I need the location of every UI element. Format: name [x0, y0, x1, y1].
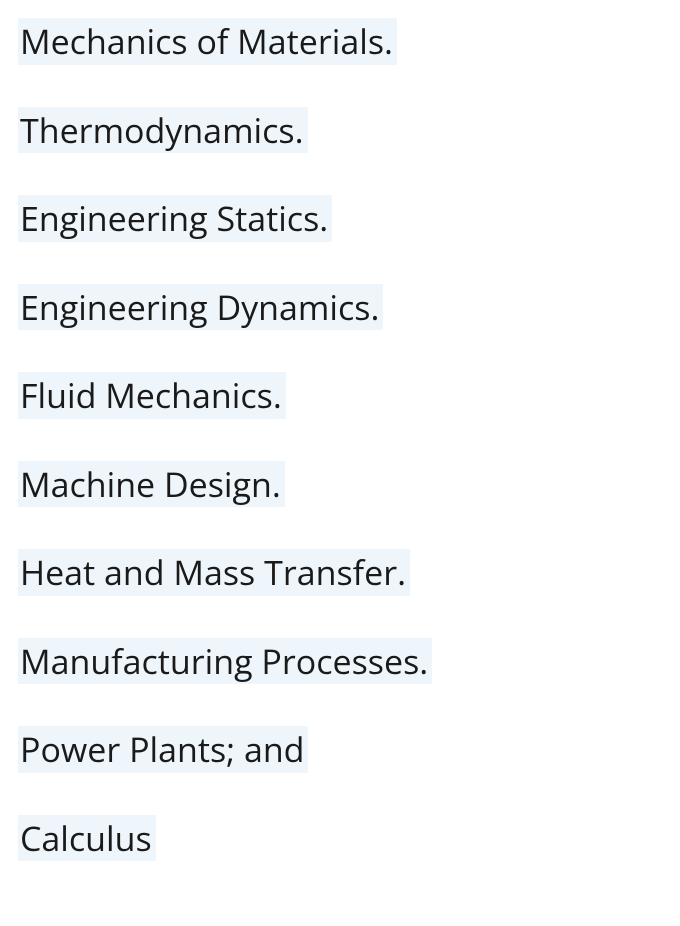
- list-item: Mechanics of Materials.: [18, 18, 397, 65]
- list-item: Machine Design.: [18, 461, 285, 508]
- list-item: Power Plants; and: [18, 726, 308, 773]
- list-item: Fluid Mechanics.: [18, 372, 286, 419]
- list-item: Engineering Statics.: [18, 195, 332, 242]
- list-item: Manufacturing Processes.: [18, 638, 432, 685]
- list-item: Engineering Dynamics.: [18, 284, 383, 331]
- list-item: Thermodynamics.: [18, 107, 308, 154]
- subject-list: Mechanics of Materials. Thermodynamics. …: [18, 18, 662, 861]
- list-item: Calculus: [18, 815, 156, 862]
- list-item: Heat and Mass Transfer.: [18, 549, 410, 596]
